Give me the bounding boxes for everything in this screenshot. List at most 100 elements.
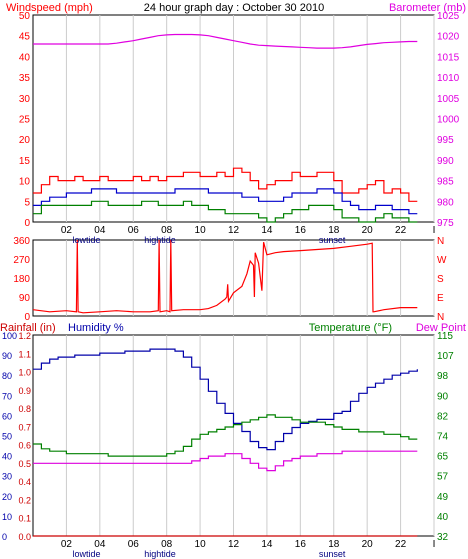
right-tick-label: 1000 [437,115,460,126]
x-tick-label: 02 [61,539,73,550]
barometer-series-line [33,33,418,49]
x-tick-label: 02 [61,225,73,236]
x-tick-label: 22 [395,225,407,236]
wind_dir-series-line [32,239,418,314]
right-tick-label: 115 [437,331,453,342]
x-tick-label: 10 [195,225,207,236]
rain-tick-label: 0.0 [18,532,31,542]
rain-tick-label: 0.5 [18,459,31,469]
left-tick-label: 15 [19,156,31,167]
temperature-label: Temperature (°F) [309,322,392,334]
wind_avg-series-line [33,188,418,215]
right-tick-label: 40 [437,512,449,523]
x-tick-label: 12 [228,539,240,550]
left-tick-label: 180 [13,274,30,285]
left-tick-label: 0 [24,218,30,229]
x-tick-label: 14 [261,539,273,550]
x-tick-label: 14 [261,225,273,236]
left-tick-label: 270 [13,255,30,266]
humidity-tick-label: 70 [2,391,12,401]
left-tick-label: 25 [19,115,31,126]
x-tick-label: 08 [161,539,173,550]
x-tick-label: 04 [94,225,106,236]
dewpoint-label: Dew Point [416,322,466,334]
left-tick-label: 0 [24,312,30,323]
right-tick-label: 990 [437,156,454,167]
right-tick-label: 1005 [437,94,460,105]
left-tick-label: 40 [19,52,31,63]
x-tick-label: 20 [362,539,374,550]
right-tick-label: 107 [437,351,454,362]
humidity-tick-label: 50 [2,432,12,442]
humidity-tick-label: 10 [2,512,12,522]
humidity-tick-label: 80 [2,371,12,381]
right-tick-label: 32 [437,532,449,543]
right-tick-label: 49 [437,492,449,503]
event-label-hightide: hightide [144,549,176,559]
graph-title: 24 hour graph day : October 30 2010 [144,2,324,14]
x-tick-label: 18 [328,225,340,236]
wind_low-series-line [33,200,418,223]
humidity-label: Humidity % [68,322,124,334]
dewpoint-series-line [33,450,418,472]
x-tick-label: 12 [228,225,240,236]
right-tick-label: W [437,255,447,266]
right-tick-label: 1020 [437,32,460,43]
wind_high-series-line [33,167,418,202]
x-tick-label: 10 [195,539,207,550]
x-tick-label: 18 [328,539,340,550]
left-tick-label: 5 [24,197,30,208]
right-tick-label: 980 [437,197,454,208]
right-tick-label: N [437,312,444,323]
right-tick-label: E [437,293,444,304]
left-tick-label: 30 [19,94,31,105]
rain-tick-label: 0.9 [18,386,31,396]
left-tick-label: 50 [19,11,31,22]
x-tick-label: I [433,225,436,236]
rain-tick-label: 1.0 [18,368,31,378]
rain-tick-label: 0.6 [18,441,31,451]
left-tick-label: 45 [19,32,31,43]
x-tick-label: 20 [362,225,374,236]
x-tick-label: 22 [395,539,407,550]
right-tick-label: 1015 [437,52,460,63]
rain-tick-label: 1.2 [18,331,31,341]
right-tick-label: S [437,274,444,285]
x-tick-label: I [433,539,436,550]
humidity-tick-label: 20 [2,492,12,502]
rain-tick-label: 1.1 [18,349,31,359]
event-label-hightide: hightide [144,235,176,245]
event-label-lowtide: lowtide [72,549,100,559]
barometer-label: Barometer (mb) [389,2,466,14]
rain-tick-label: 0.2 [18,495,31,505]
humidity-tick-label: 60 [2,411,12,421]
humidity-tick-label: 30 [2,472,12,482]
right-tick-label: 65 [437,452,449,463]
humidity-tick-label: 0 [2,532,7,542]
right-tick-label: 98 [437,371,449,382]
left-tick-label: 360 [13,236,30,247]
right-tick-label: 975 [437,218,454,229]
x-tick-label: 08 [161,225,173,236]
event-label-sunset: sunset [319,235,346,245]
right-tick-label: 90 [437,391,449,402]
right-tick-label: 57 [437,472,449,483]
right-tick-label: N [437,236,444,247]
right-tick-label: 74 [437,432,449,443]
humidity-series-line [33,348,418,451]
event-label-sunset: sunset [319,549,346,559]
humidity-tick-label: 90 [2,351,12,361]
right-tick-label: 985 [437,177,454,188]
rain-tick-label: 0.4 [18,477,31,487]
x-tick-label: 16 [295,539,307,550]
temperature-series-line [33,414,418,457]
rain-tick-label: 0.7 [18,422,31,432]
x-tick-label: 04 [94,539,106,550]
x-tick-label: 06 [128,539,140,550]
humidity-tick-label: 100 [2,331,17,341]
left-tick-label: 90 [19,293,31,304]
left-tick-label: 20 [19,135,31,146]
windspeed-label: Windspeed (mph) [6,2,93,14]
event-label-lowtide: lowtide [72,235,100,245]
